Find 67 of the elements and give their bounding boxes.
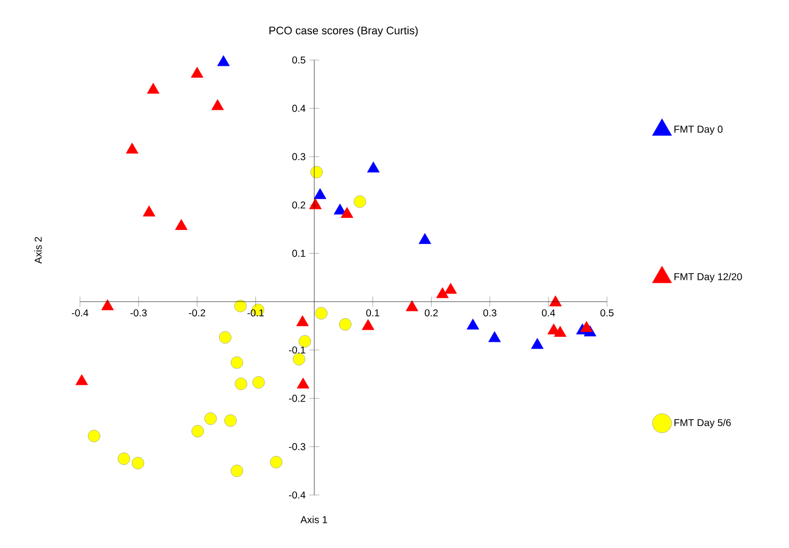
x-axis-title: Axis 1 bbox=[300, 516, 328, 524]
y-tick-label: 0.3 bbox=[292, 153, 306, 160]
point bbox=[175, 219, 188, 230]
point bbox=[418, 233, 432, 244]
y-tick-label: -0.3 bbox=[288, 443, 306, 450]
point bbox=[146, 82, 160, 94]
x-tick-label: 0.1 bbox=[366, 309, 380, 316]
point bbox=[230, 356, 244, 369]
point bbox=[132, 456, 144, 470]
point bbox=[192, 425, 204, 438]
point bbox=[211, 99, 224, 110]
point bbox=[118, 452, 130, 465]
point bbox=[298, 335, 312, 348]
point bbox=[554, 326, 566, 337]
point bbox=[580, 321, 593, 332]
legend-label: FMT Day 5/6 bbox=[674, 418, 731, 428]
point bbox=[362, 319, 374, 330]
point bbox=[224, 414, 237, 427]
point bbox=[339, 318, 352, 331]
point bbox=[315, 307, 328, 320]
legend-label: FMT Day 12/20 bbox=[674, 272, 742, 282]
legend-label: FMT Day 0 bbox=[674, 126, 723, 135]
point bbox=[101, 299, 114, 310]
point bbox=[230, 464, 244, 478]
point bbox=[309, 198, 322, 210]
point bbox=[314, 188, 326, 200]
point bbox=[406, 300, 418, 312]
point bbox=[190, 66, 204, 78]
x-tick-label: -0.3 bbox=[130, 309, 147, 316]
point bbox=[234, 300, 247, 312]
point bbox=[252, 376, 265, 389]
y-axis-title: Axis 2 bbox=[34, 237, 42, 264]
point bbox=[296, 378, 310, 388]
y-tick-label: 0.2 bbox=[292, 201, 306, 209]
point bbox=[292, 353, 306, 366]
point bbox=[126, 142, 138, 154]
x-tick-label: 0.3 bbox=[483, 309, 496, 316]
point bbox=[296, 315, 309, 326]
point bbox=[217, 55, 230, 66]
x-tick-label: 0.4 bbox=[542, 309, 556, 316]
point bbox=[340, 207, 354, 218]
point bbox=[76, 374, 88, 386]
point bbox=[88, 430, 100, 442]
point bbox=[444, 282, 457, 294]
point bbox=[270, 456, 282, 468]
point bbox=[436, 287, 449, 298]
y-tick-label: 0.5 bbox=[292, 56, 306, 64]
point bbox=[234, 378, 248, 390]
point bbox=[466, 318, 480, 330]
x-tick-label: -0.2 bbox=[188, 309, 206, 316]
y-tick-label: -0.4 bbox=[288, 491, 306, 499]
point bbox=[531, 338, 544, 349]
y-tick-label: -0.2 bbox=[288, 394, 306, 402]
point bbox=[219, 331, 232, 344]
point bbox=[488, 331, 501, 342]
y-tick-label: -0.1 bbox=[288, 346, 306, 354]
y-tick-label: 0.4 bbox=[292, 104, 306, 112]
x-tick-label: 0.5 bbox=[600, 309, 614, 316]
x-tick-label: 0.2 bbox=[424, 309, 438, 316]
point bbox=[549, 295, 562, 306]
point bbox=[204, 412, 217, 425]
y-tick-label: 0.1 bbox=[292, 250, 306, 257]
point bbox=[142, 206, 156, 216]
x-tick-label: -0.4 bbox=[72, 309, 88, 316]
point bbox=[367, 162, 380, 172]
chart-title: PCO case scores (Bray Curtis) bbox=[270, 26, 418, 37]
point bbox=[354, 195, 366, 208]
